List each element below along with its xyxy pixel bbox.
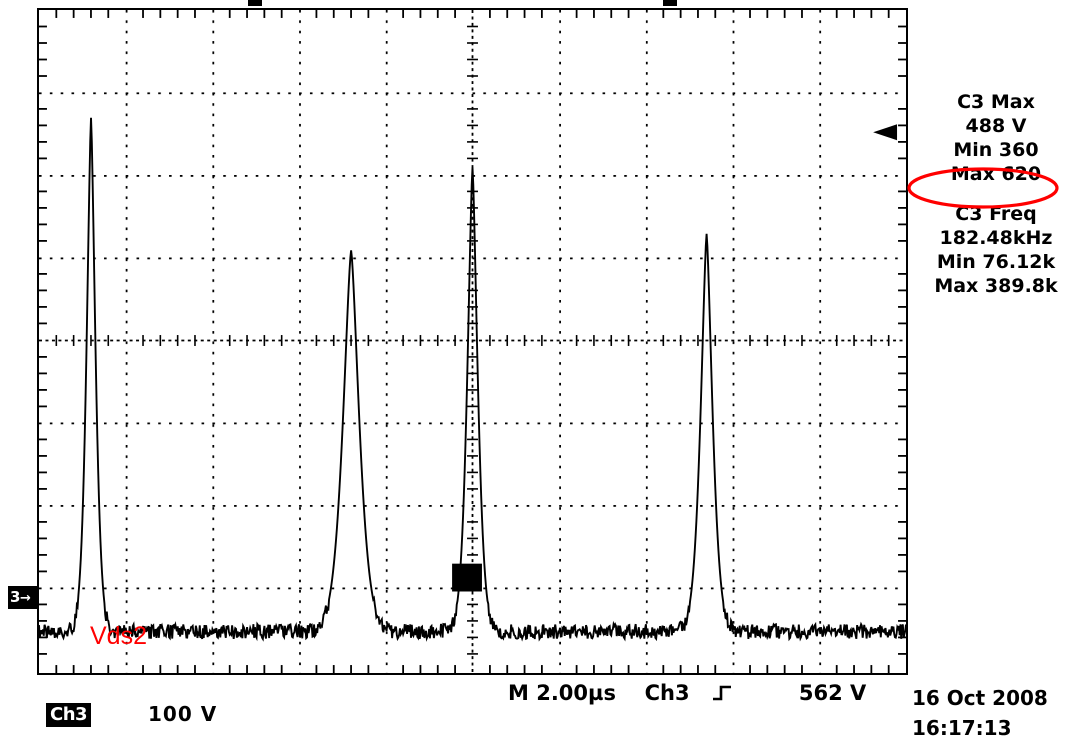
- c3-max-max: Max 620: [950, 163, 1042, 185]
- datetime-block: 16 Oct 2008 16:17:13: [912, 683, 1048, 743]
- channel-3-badge[interactable]: Ch3: [46, 703, 92, 727]
- measurement-group-c3-max[interactable]: C3 Max 488 V Min 360 Max 620: [912, 90, 1080, 186]
- c3-freq-value: 182.48kHz: [939, 227, 1053, 249]
- trigger-level-arrow-icon[interactable]: [873, 124, 898, 141]
- rising-edge-icon: [713, 685, 732, 701]
- timebase-readout[interactable]: M 2.00µs: [508, 681, 616, 705]
- channel-3-ground-marker[interactable]: 3→: [8, 586, 38, 609]
- c3-max-label: C3 Max: [957, 91, 1035, 113]
- trace-channel-3: [39, 117, 906, 642]
- channel-3-scale-readout[interactable]: 100 V: [148, 702, 218, 726]
- graticule-grid: [39, 10, 906, 673]
- ground-marker-number: 3: [10, 588, 20, 606]
- trace-label-vds2: Vds2: [90, 622, 147, 650]
- trigger-level-readout[interactable]: 562 V: [798, 681, 867, 705]
- waveform-trace: [39, 117, 906, 642]
- top-edge-marker-left: [248, 0, 262, 6]
- c3-freq-label: C3 Freq: [955, 203, 1037, 225]
- ground-marker-arrow-icon: →: [19, 591, 31, 606]
- c3-max-min: Min 360: [953, 139, 1039, 161]
- capture-time: 16:17:13: [912, 716, 1012, 740]
- capture-date: 16 Oct 2008: [912, 686, 1048, 710]
- waveform-display[interactable]: [37, 8, 908, 675]
- status-bar: M 2.00µs Ch3 562 V: [508, 681, 866, 705]
- trigger-source-readout[interactable]: Ch3: [644, 681, 690, 705]
- top-edge-marker-center: [663, 0, 677, 6]
- screen-markers: [452, 124, 898, 592]
- c3-max-value: 488 V: [965, 115, 1027, 137]
- measurement-panel: C3 Max 488 V Min 360 Max 620 C3 Freq 182…: [912, 90, 1080, 298]
- measurement-group-c3-freq[interactable]: C3 Freq 182.48kHz Min 76.12k Max 389.8k: [912, 202, 1080, 298]
- c3-freq-min: Min 76.12k: [936, 251, 1056, 273]
- trigger-position-marker[interactable]: [452, 563, 482, 592]
- c3-freq-max: Max 389.8k: [934, 275, 1058, 297]
- measurement-spacer: [912, 186, 1080, 202]
